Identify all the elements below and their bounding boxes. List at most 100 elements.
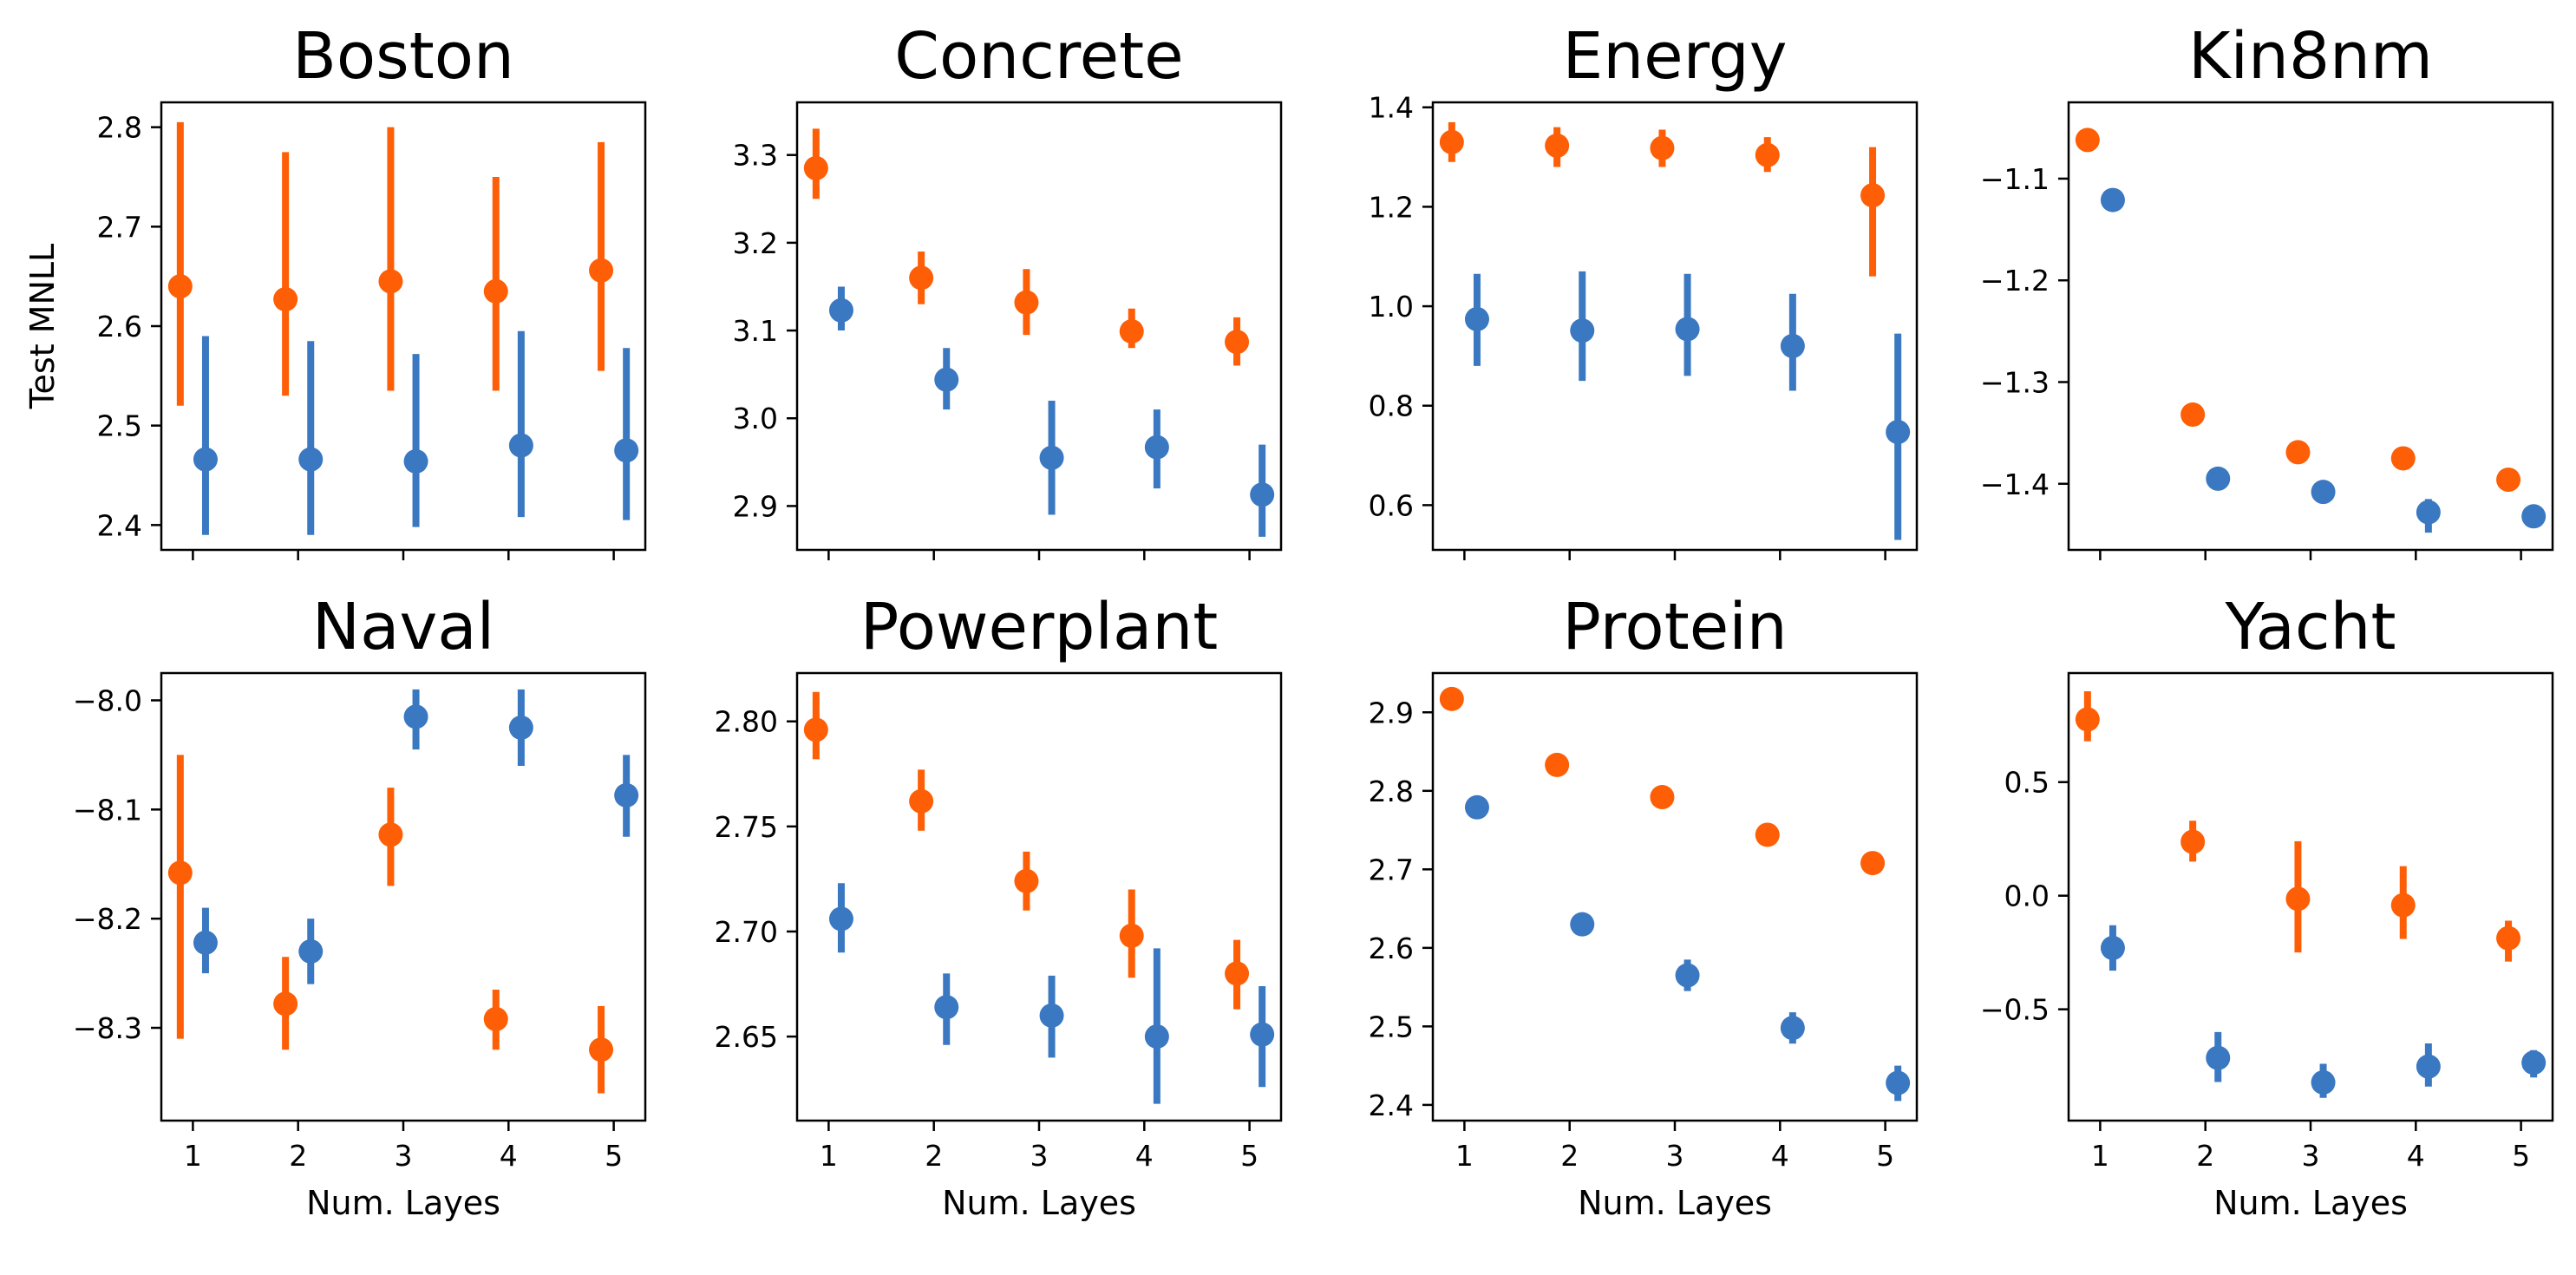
data-point [2496, 468, 2521, 493]
data-point [167, 274, 193, 299]
x-tick-label: 3 [1666, 1139, 1684, 1173]
x-tick-label: 5 [1240, 1139, 1259, 1173]
y-tick-label: 1.2 [1369, 190, 1414, 224]
x-axis-label: Num. Layes [306, 1184, 500, 1222]
data-point [1014, 868, 1039, 893]
data-point [1464, 306, 1489, 331]
y-tick-label: 3.3 [733, 139, 778, 173]
data-point [1675, 963, 1700, 988]
data-point [1144, 435, 1169, 460]
x-tick-label: 1 [184, 1139, 202, 1173]
y-tick-label: −1.1 [1980, 162, 2050, 196]
x-tick-label: 3 [2302, 1139, 2320, 1173]
x-axis-label: Num. Layes [942, 1184, 1136, 1222]
subplot-naval: Naval −8.3 −8.2 −8.1 −8.0 1 2 3 4 5 Num. Layes [73, 590, 647, 1222]
data-point [508, 433, 533, 458]
y-tick-label: 0.8 [1369, 389, 1414, 423]
subplot-powerplant: Powerplant 2.65 2.70 2.75 2.80 1 2 3 4 5 Num. Laye… [715, 590, 1283, 1222]
data-point [1886, 420, 1911, 445]
data-point [2206, 466, 2231, 491]
data-point [273, 287, 298, 312]
data-point [2285, 886, 2311, 912]
data-point [1545, 133, 1570, 158]
data-point [298, 938, 324, 964]
data-point [803, 155, 828, 180]
data-point [2100, 187, 2125, 212]
data-point [378, 822, 403, 847]
data-point [803, 717, 828, 742]
data-point [2206, 1045, 2231, 1070]
data-point [483, 1006, 508, 1031]
data-point [1860, 183, 1886, 208]
y-tick-label: −1.3 [1980, 366, 2050, 400]
data-point [828, 906, 853, 932]
data-point [1780, 1016, 1805, 1041]
subplot-energy: Energy 0.6 0.8 1.0 1.2 1.4 [1369, 19, 1919, 560]
data-point [193, 447, 218, 472]
data-point [2416, 1054, 2441, 1079]
data-point [167, 860, 193, 886]
y-tick-label: 2.65 [715, 1020, 778, 1054]
data-point [2180, 829, 2206, 854]
subplot-boston: Boston 2.4 2.5 2.6 2.7 2.8 Test MNLL [23, 19, 647, 560]
data-point [1119, 923, 1144, 948]
subplot-title: Yacht [2225, 590, 2396, 664]
data-point [1039, 445, 1064, 470]
y-tick-label: −8.1 [73, 793, 142, 827]
subplot-yacht: Yacht −0.5 0.0 0.5 1 2 3 4 5 Num. Layes [1980, 590, 2554, 1222]
y-tick-label: 2.70 [715, 915, 778, 949]
x-tick-label: 2 [925, 1139, 943, 1173]
data-point [1039, 1003, 1064, 1028]
data-point [483, 278, 508, 304]
x-tick-label: 2 [2196, 1139, 2214, 1173]
x-tick-label: 3 [395, 1139, 413, 1173]
plot-frame [2067, 101, 2554, 552]
data-point [2496, 925, 2521, 951]
data-point [2180, 402, 2206, 428]
data-point [589, 258, 614, 283]
data-point [1119, 319, 1144, 344]
data-point [828, 298, 853, 323]
x-tick-label: 3 [1030, 1139, 1049, 1173]
y-tick-label: 2.7 [97, 210, 142, 244]
x-tick-label: 5 [2512, 1139, 2530, 1173]
subplot-title: Concrete [894, 19, 1183, 94]
x-tick-label: 4 [2407, 1139, 2425, 1173]
data-point [1439, 686, 1464, 711]
data-point [614, 438, 639, 463]
data-point [614, 782, 639, 808]
data-point [2311, 1069, 2336, 1095]
x-tick-label: 2 [289, 1139, 307, 1173]
x-tick-label: 5 [605, 1139, 623, 1173]
data-point [589, 1037, 614, 1062]
data-point [934, 995, 959, 1020]
data-point [934, 367, 959, 392]
y-tick-label: 2.6 [97, 310, 142, 343]
x-tick-label: 4 [500, 1139, 518, 1173]
data-point [1225, 961, 1250, 986]
y-tick-label: 0.5 [2004, 766, 2050, 800]
y-tick-label: 3.0 [733, 402, 778, 435]
data-point [1464, 794, 1489, 820]
data-point [1014, 290, 1039, 315]
data-point [1144, 1024, 1169, 1049]
data-point [1780, 333, 1805, 358]
y-tick-label: 0.0 [2004, 879, 2050, 913]
data-point [909, 265, 934, 291]
y-tick-label: 2.6 [1369, 932, 1414, 965]
y-tick-label: 2.7 [1369, 853, 1414, 886]
data-point [1755, 822, 1780, 847]
data-point [378, 269, 403, 294]
data-point [1545, 752, 1570, 777]
data-point [2311, 480, 2336, 505]
y-tick-label: 2.5 [1369, 1010, 1414, 1043]
subplot-title: Powerplant [860, 590, 1219, 664]
data-point [2285, 440, 2311, 465]
data-point [1250, 482, 1275, 507]
subplot-title: Naval [312, 590, 494, 664]
y-tick-label: 2.8 [1369, 775, 1414, 808]
y-tick-label: 2.4 [97, 508, 142, 542]
data-point [1570, 318, 1595, 343]
data-point [909, 788, 934, 814]
